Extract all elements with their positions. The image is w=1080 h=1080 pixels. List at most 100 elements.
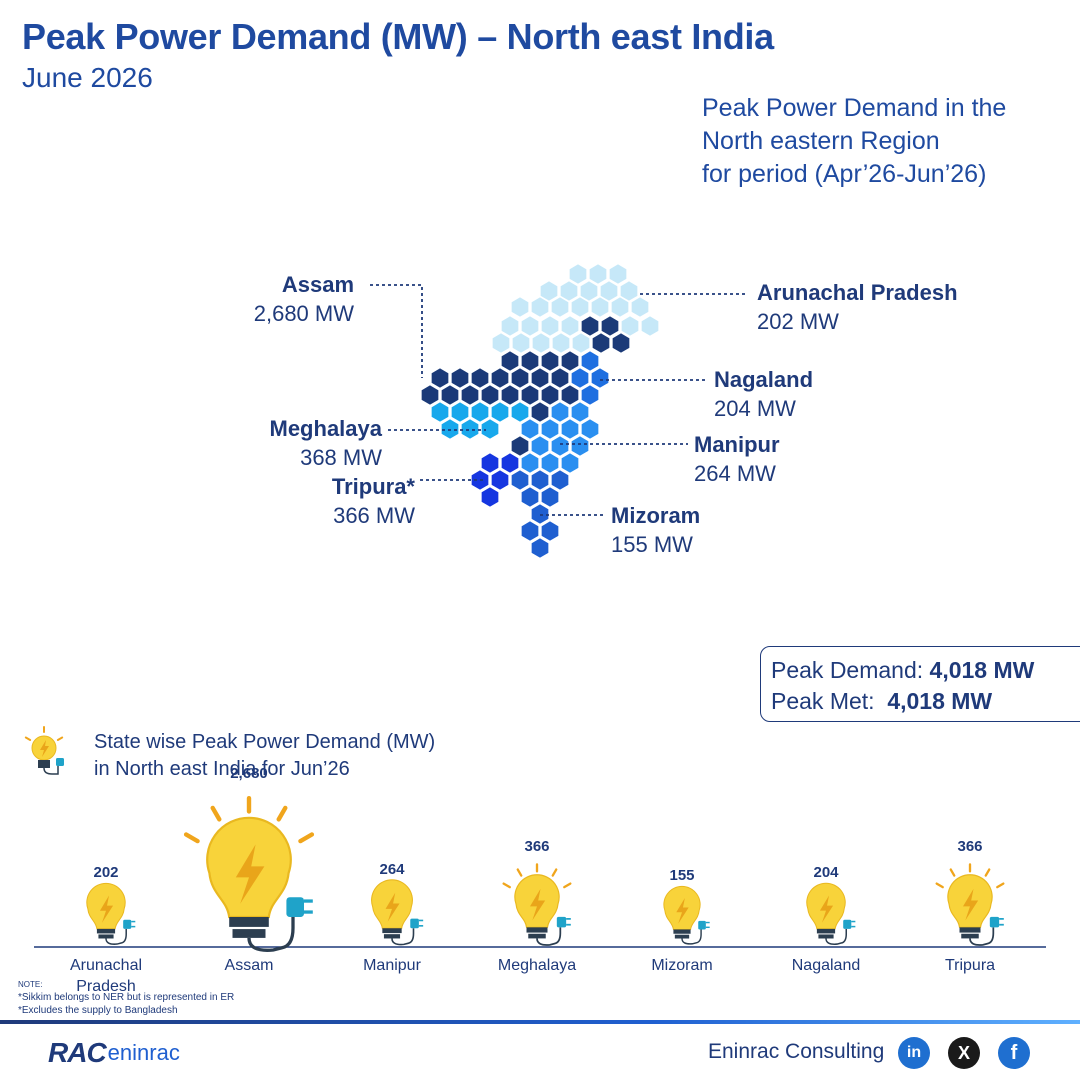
plug-icon: [843, 919, 852, 929]
hex-assam: [470, 366, 490, 390]
plug-pin: [705, 921, 710, 924]
plug-pin: [418, 925, 424, 927]
bulb-ray: [276, 805, 288, 822]
bulb-chart: [24, 726, 1046, 952]
bulb-ray: [516, 868, 523, 877]
hex-manipur: [520, 417, 540, 441]
hex-arunachal: [610, 295, 630, 319]
notes: NOTE: *Sikkim belongs to NER but is repr…: [18, 978, 234, 1017]
hex-assam: [450, 366, 470, 390]
category-label: Manipur: [322, 955, 462, 976]
state-value: 202 MW: [757, 309, 839, 334]
hex-meghalaya: [460, 417, 480, 441]
plug-pin: [705, 926, 710, 929]
company-logo: RAC eninrac: [48, 1036, 180, 1070]
bulb-cord: [105, 928, 127, 945]
bulb-ray: [935, 882, 944, 889]
bulb-cord: [681, 929, 702, 945]
hex-arunachal: [571, 331, 591, 355]
plug-pin: [131, 920, 136, 923]
hex-arunachal: [588, 262, 608, 286]
linkedin-icon[interactable]: in: [898, 1037, 930, 1069]
category-label-line: Mizoram: [651, 957, 713, 974]
plug-icon: [556, 916, 567, 928]
hex-arunachal: [560, 314, 580, 338]
label-nagaland: Nagaland 204 MW: [714, 365, 813, 423]
hex-arunachal: [511, 331, 531, 355]
hex-nagaland: [580, 383, 600, 407]
plug-icon: [410, 918, 419, 929]
category-label: Nagaland: [756, 955, 896, 976]
peak-demand-label: Peak Demand:: [771, 657, 924, 683]
bulb-ray: [24, 736, 32, 741]
footer-divider: [0, 1020, 1080, 1024]
note-line: *Excludes the supply to Bangladesh: [18, 1005, 178, 1016]
plug-pin: [304, 899, 313, 903]
hex-tripura: [480, 451, 500, 475]
hex-assam: [500, 383, 520, 407]
hex-mizoram: [530, 502, 550, 526]
hex-arunachal: [510, 295, 530, 319]
summary-box: Peak Demand: 4,018 MW Peak Met: 4,018 MW: [760, 646, 1080, 722]
bar-value-label: 366: [957, 838, 983, 856]
hex-manipur: [540, 417, 560, 441]
hex-assam: [430, 366, 450, 390]
state-name: Assam: [281, 272, 354, 297]
light-bulb-icon: [663, 885, 710, 945]
hex-manipur: [580, 417, 600, 441]
legend-line: State wise Peak Power Demand (MW): [94, 731, 436, 753]
hex-arunachal: [630, 295, 650, 319]
note-line: *Sikkim belongs to NER but is represente…: [18, 992, 235, 1003]
category-label: Mizoram: [612, 955, 752, 976]
bulb-base: [98, 934, 114, 939]
hex-arunachal: [550, 295, 570, 319]
bolt-icon: [235, 844, 265, 904]
plug-icon: [286, 897, 304, 917]
bulb-base: [961, 933, 979, 939]
category-label: Meghalaya: [467, 955, 607, 976]
facebook-icon[interactable]: f: [998, 1037, 1030, 1069]
bulb-ray: [949, 868, 956, 877]
state-name: Meghalaya: [269, 416, 383, 441]
light-bulb-icon: [502, 863, 572, 946]
brand-name: Eninrac Consulting: [708, 1040, 885, 1063]
plug-pin: [851, 925, 856, 928]
bolt-icon: [963, 888, 979, 921]
bulb-ray: [298, 832, 315, 844]
label-tripura: Tripura* 366 MW: [332, 472, 415, 530]
notes-heading: NOTE:: [18, 980, 43, 989]
bar-value-label: 202: [93, 864, 119, 882]
bolt-icon: [530, 888, 546, 921]
hex-assam: [520, 383, 540, 407]
category-label-line: Pradesh: [76, 978, 136, 995]
plug-pin: [566, 923, 571, 926]
light-bulb-icon: [806, 882, 856, 945]
hex-mizoram: [520, 485, 540, 509]
hex-assam: [500, 349, 520, 373]
bulb-ray: [996, 882, 1005, 889]
x-icon[interactable]: X: [948, 1037, 980, 1069]
leader-assam: [370, 284, 423, 378]
hex-arunachal: [620, 314, 640, 338]
peak-demand-value: 4,018 MW: [929, 657, 1035, 683]
hex-assam: [530, 400, 550, 424]
hex-arunachal: [590, 295, 610, 319]
category-label-line: Arunachal: [69, 957, 143, 974]
hex-arunachal: [568, 262, 588, 286]
hex-tripura: [490, 468, 510, 492]
hex-assam: [540, 349, 560, 373]
plug-icon: [123, 919, 132, 929]
state-value: 264 MW: [694, 461, 776, 486]
label-assam: Assam 2,680 MW: [254, 270, 354, 328]
hex-assam: [550, 366, 570, 390]
light-bulb-icon: [24, 726, 64, 775]
hex-assam: [560, 349, 580, 373]
hex-manipur: [570, 434, 590, 458]
bolt-icon: [819, 895, 834, 923]
state-value: 204 MW: [714, 396, 796, 421]
plug-icon: [56, 758, 64, 766]
hex-arunachal: [520, 314, 540, 338]
bulb-base: [232, 929, 266, 938]
bulb-base: [382, 928, 402, 934]
hex-mizoram: [540, 519, 560, 543]
